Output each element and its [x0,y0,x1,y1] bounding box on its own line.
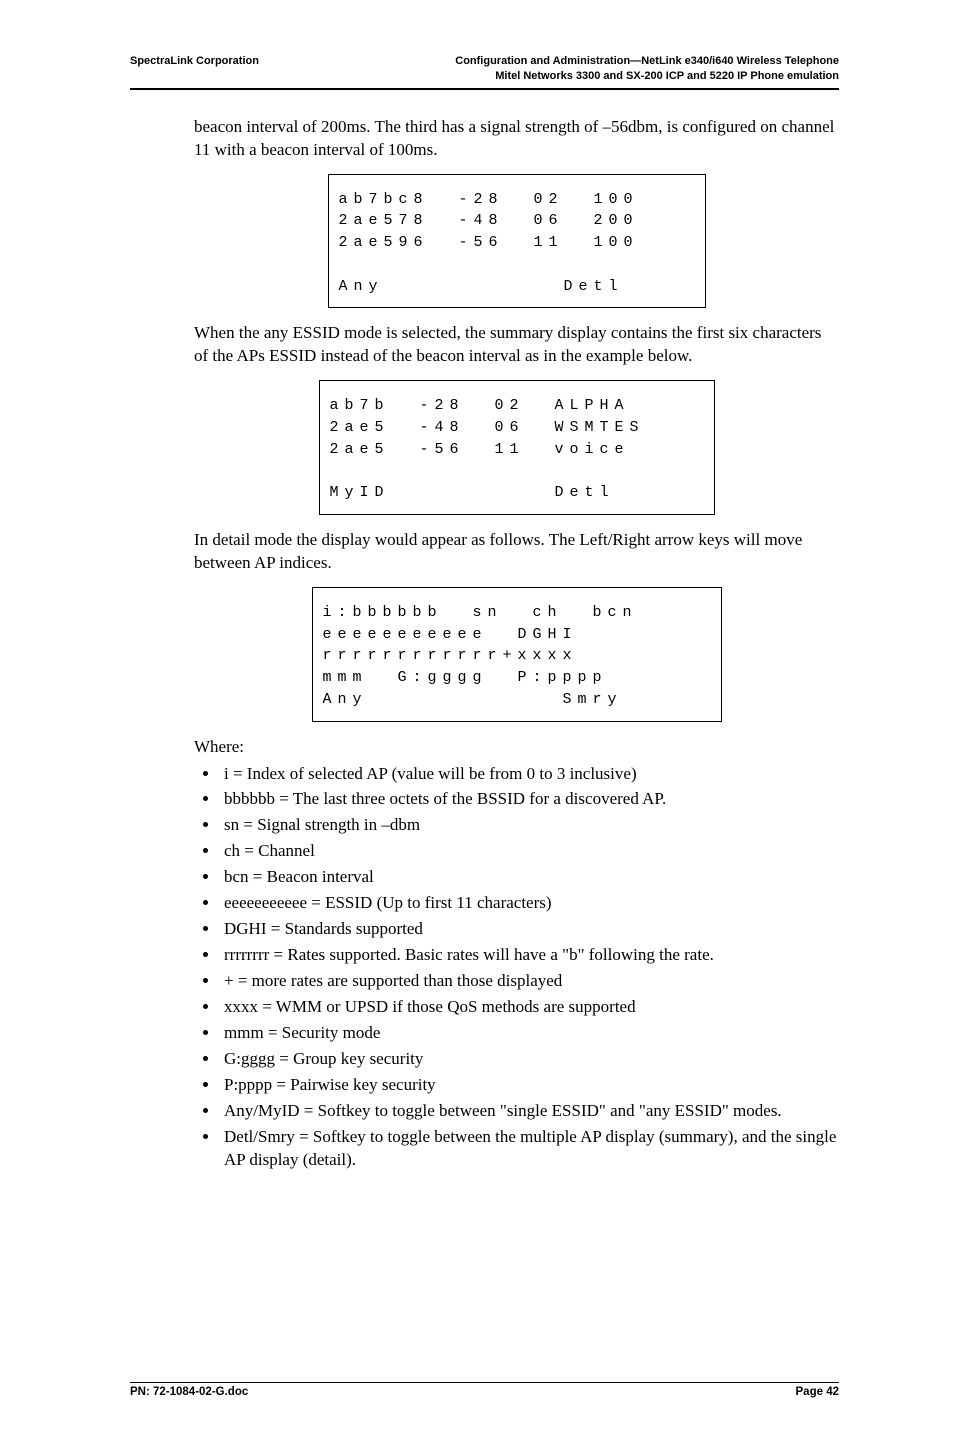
page-body: beacon interval of 200ms. The third has … [130,116,839,1172]
where-item: i = Index of selected AP (value will be … [220,763,839,786]
header-doc-title: Configuration and Administration—NetLink… [455,54,839,84]
where-item: + = more rates are supported than those … [220,970,839,993]
where-item: bcn = Beacon interval [220,866,839,889]
header-line-1: Configuration and Administration—NetLink… [455,55,839,67]
header-line-2: Mitel Networks 3300 and SX-200 ICP and 5… [495,70,839,82]
paragraph-essid-mode: When the any ESSID mode is selected, the… [194,322,839,368]
paragraph-intro: beacon interval of 200ms. The third has … [194,116,839,162]
display-box-summary-essid: ab7b -28 02 ALPHA 2ae5 -48 06 WSMTES 2ae… [319,380,715,515]
where-item: rrrrrrrr = Rates supported. Basic rates … [220,944,839,967]
where-label: Where: [194,736,839,759]
where-item: Detl/Smry = Softkey to toggle between th… [220,1126,839,1172]
where-item: mmm = Security mode [220,1022,839,1045]
page-footer: PN: 72-1084-02-G.doc Page 42 [130,1382,839,1398]
header-rule [130,88,839,90]
where-item: P:pppp = Pairwise key security [220,1074,839,1097]
where-item: sn = Signal strength in –dbm [220,814,839,837]
page: SpectraLink Corporation Configuration an… [0,0,954,1438]
where-item: Any/MyID = Softkey to toggle between "si… [220,1100,839,1123]
where-item: DGHI = Standards supported [220,918,839,941]
where-item: bbbbbb = The last three octets of the BS… [220,788,839,811]
where-item: ch = Channel [220,840,839,863]
paragraph-detail-mode: In detail mode the display would appear … [194,529,839,575]
where-list: i = Index of selected AP (value will be … [194,763,839,1172]
where-item: G:gggg = Group key security [220,1048,839,1071]
display-box-detail: i:bbbbbb sn ch bcn eeeeeeeeeee DGHI rrrr… [312,587,722,722]
header-company: SpectraLink Corporation [130,54,259,84]
where-item: eeeeeeeeeee = ESSID (Up to first 11 char… [220,892,839,915]
footer-part-number: PN: 72-1084-02-G.doc [130,1386,248,1398]
page-header: SpectraLink Corporation Configuration an… [130,54,839,84]
display-box-summary-fixed: ab7bc8 -28 02 100 2ae578 -48 06 200 2ae5… [328,174,706,309]
footer-page-number: Page 42 [796,1386,839,1398]
where-item: xxxx = WMM or UPSD if those QoS methods … [220,996,839,1019]
